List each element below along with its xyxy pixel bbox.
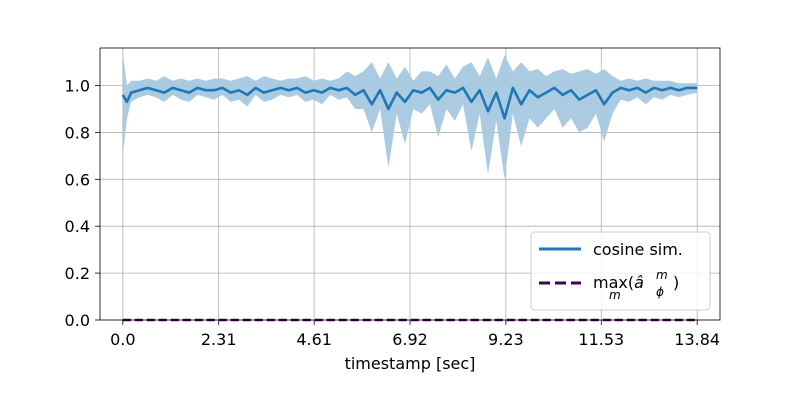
x-axis-title: timestamp [sec] <box>345 354 476 373</box>
y-tick-label: 1.0 <box>65 77 90 96</box>
x-tick-label: 9.23 <box>488 330 524 349</box>
y-tick-label: 0.4 <box>65 217 90 236</box>
y-tick-label: 0.0 <box>65 311 90 330</box>
legend-max-prefix: max( <box>593 273 634 292</box>
x-tick-label: 4.61 <box>296 330 332 349</box>
legend-max-under: m <box>609 288 621 302</box>
svg-text:max(â: max(â <box>593 273 644 292</box>
legend-frame <box>530 231 711 311</box>
y-tick-label: 0.6 <box>65 170 90 189</box>
x-tick-label: 6.92 <box>392 330 428 349</box>
legend: cosine sim. max(â m ϕ m ) <box>530 231 711 311</box>
legend-max-ahat: â <box>634 273 644 292</box>
x-tick-label: 11.53 <box>578 330 624 349</box>
legend-max-phi: ϕ <box>656 285 664 299</box>
x-tick-label: 0.0 <box>110 330 135 349</box>
y-tick-label: 0.8 <box>65 123 90 142</box>
y-axis: 0.0 0.2 0.4 0.6 0.8 1.0 <box>65 77 100 330</box>
legend-label-cosine: cosine sim. <box>593 240 683 259</box>
cosine-sim-band <box>122 52 698 180</box>
legend-max-sup: m <box>656 268 668 282</box>
x-tick-label: 2.31 <box>201 330 237 349</box>
legend-max-suffix: ) <box>673 273 679 292</box>
series-lines <box>121 86 698 322</box>
confidence-band <box>122 52 698 180</box>
legend-label-max: max(â m ϕ m ) <box>593 268 679 302</box>
cosine-sim-line <box>121 86 698 120</box>
x-axis: 0.0 2.31 4.61 6.92 9.23 11.53 13.84 <box>110 320 720 349</box>
y-tick-label: 0.2 <box>65 264 90 283</box>
x-tick-label: 13.84 <box>674 330 720 349</box>
